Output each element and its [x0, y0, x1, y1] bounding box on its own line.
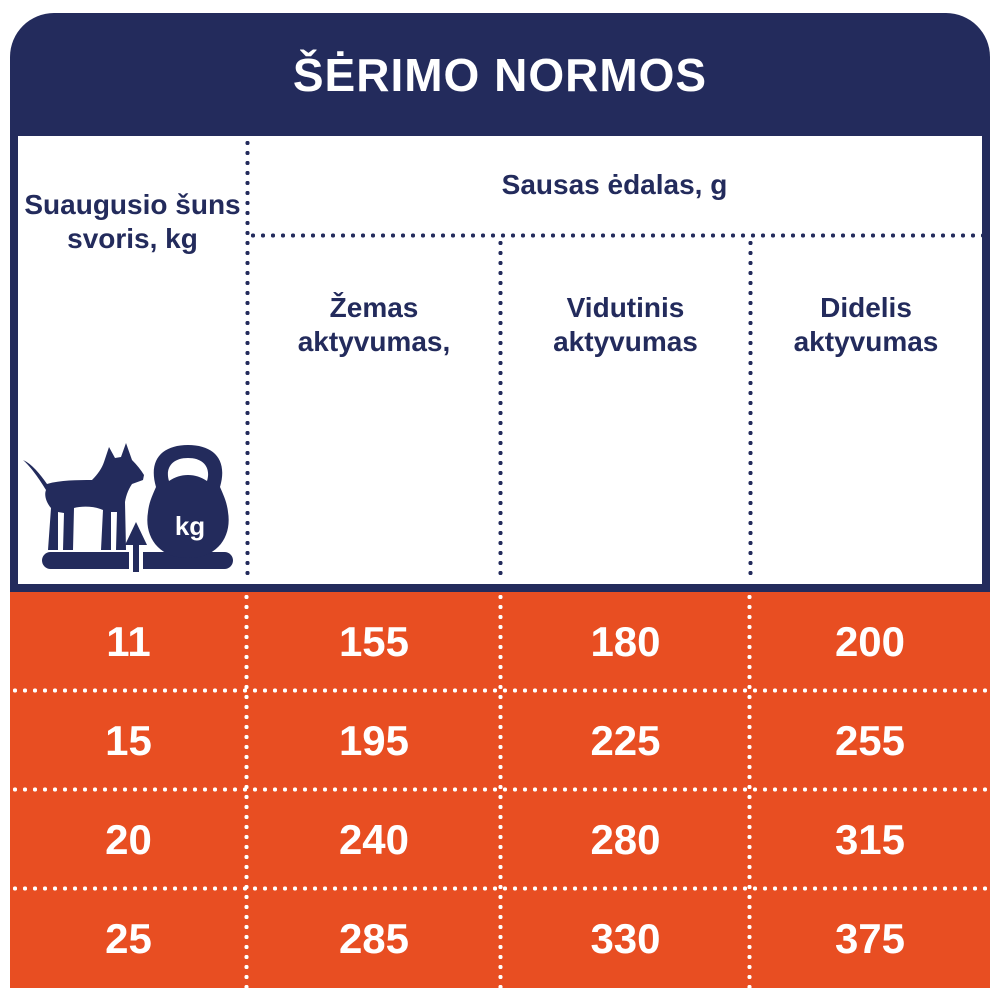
kettlebell-kg-label: kg — [175, 511, 205, 541]
cell-med-r2: 225 — [590, 716, 661, 764]
divider-weight-column — [245, 138, 250, 580]
cell-high-r1: 200 — [834, 617, 906, 665]
cell-low-r2: 195 — [338, 716, 410, 764]
low-activity-line1: Žemas — [329, 292, 419, 323]
cell-low-r1: 155 — [338, 617, 410, 665]
table-header-section: Suaugusio šuns svoris, kg Sausas ėdalas,… — [10, 136, 990, 592]
cell-weight-r4: 25 — [105, 914, 152, 962]
medium-activity-line2: aktyvumas — [553, 326, 698, 357]
up-arrow-icon — [125, 522, 147, 572]
header-banner: ŠĖRIMO NORMOS — [10, 13, 990, 136]
cell-weight-r2: 15 — [105, 716, 152, 764]
dog-weight-scale-icon: kg — [20, 440, 250, 580]
weight-column-header-line1: Suaugusio šuns — [24, 189, 241, 220]
cell-high-r3: 315 — [834, 815, 906, 863]
data-divider-row2 — [10, 787, 990, 792]
cell-med-r3: 280 — [590, 815, 661, 863]
data-divider-row1 — [10, 688, 990, 693]
dog-icon — [23, 443, 144, 550]
cell-med-r1: 180 — [590, 617, 661, 665]
medium-activity-line1: Vidutinis — [566, 292, 685, 323]
cell-weight-r1: 11 — [106, 617, 151, 665]
divider-low-medium — [498, 238, 503, 580]
column-header-high-activity: Didelis aktyvumas — [750, 291, 982, 359]
divider-under-group-header — [248, 233, 982, 238]
cell-low-r3: 240 — [338, 815, 410, 863]
divider-medium-high — [748, 238, 753, 580]
cell-weight-r3: 20 — [105, 815, 152, 863]
data-divider-row3 — [10, 886, 990, 891]
kettlebell-icon — [147, 445, 229, 558]
high-activity-line1: Didelis — [820, 292, 912, 323]
cell-low-r4: 285 — [338, 914, 410, 962]
data-grid: 11 155 180 200 15 195 225 255 20 240 280… — [10, 592, 990, 988]
low-activity-line2: aktyvumas, — [297, 326, 451, 357]
high-activity-line2: aktyvumas — [793, 326, 939, 357]
column-header-medium-activity: Vidutinis aktyvumas — [501, 291, 750, 359]
table-data-section: 11 155 180 200 15 195 225 255 20 240 280… — [10, 592, 990, 988]
page-title: ŠĖRIMO NORMOS — [292, 48, 708, 101]
weight-column-header-line2: svoris, kg — [67, 223, 198, 254]
cell-high-r2: 255 — [834, 716, 906, 764]
column-header-low-activity: Žemas aktyvumas, — [247, 291, 501, 359]
cell-high-r4: 375 — [834, 914, 906, 962]
cell-med-r4: 330 — [590, 914, 661, 962]
dry-food-group-header: Sausas ėdalas, g — [501, 169, 728, 200]
weight-column-header: Suaugusio šuns svoris, kg — [18, 188, 247, 256]
